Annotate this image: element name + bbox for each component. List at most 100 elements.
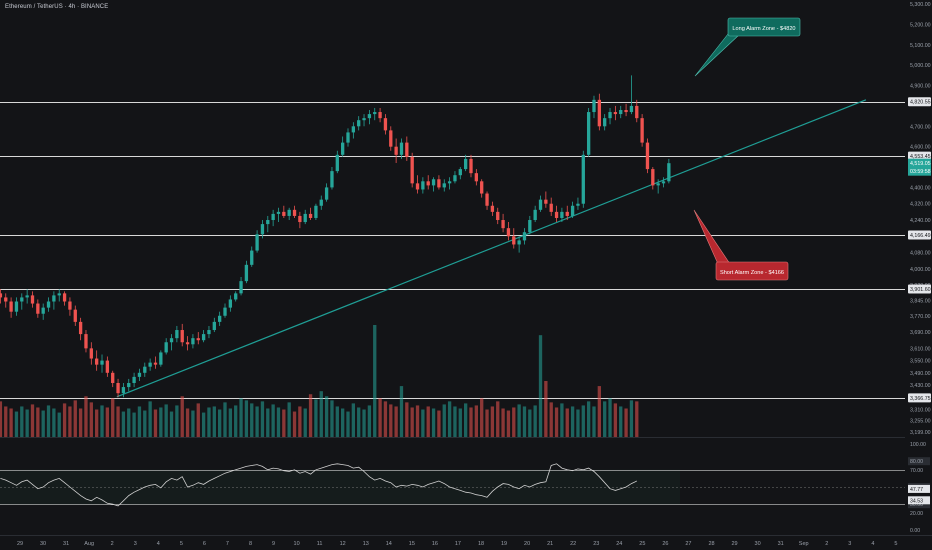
volume-bar	[480, 398, 484, 437]
candle	[314, 203, 318, 221]
candle	[175, 325, 179, 343]
candle-body	[148, 362, 152, 367]
candle-body	[640, 118, 644, 143]
time-tick-label: 31	[63, 541, 69, 547]
candle	[255, 230, 259, 253]
candle-body	[143, 366, 147, 373]
candle-body	[624, 110, 628, 113]
candle	[447, 177, 452, 190]
time-tick-label: 8	[249, 541, 252, 547]
volume-bar	[185, 408, 190, 437]
volume-bar	[501, 408, 505, 437]
volume-bar	[255, 406, 259, 437]
candle-body	[271, 213, 275, 221]
candle-body	[207, 330, 211, 335]
volume-bar	[30, 404, 35, 437]
candle-body	[111, 372, 115, 383]
rsi-tick-label: 34.53	[910, 498, 923, 504]
candle	[185, 336, 190, 351]
candle-body	[287, 209, 291, 216]
candle	[437, 175, 441, 190]
candle	[57, 289, 61, 302]
candle	[228, 295, 233, 312]
volume-bar	[485, 409, 489, 437]
candle-body	[9, 301, 13, 312]
level-price-tag-label: 3,901.60	[910, 287, 931, 293]
candle	[565, 205, 569, 221]
candle	[624, 103, 628, 117]
candle-body	[100, 360, 104, 365]
candle-body	[367, 114, 372, 119]
candle-body	[415, 183, 420, 190]
volume-bar	[191, 410, 195, 437]
price-tick-label: 3,610.00	[910, 346, 931, 352]
candle	[362, 114, 366, 127]
volume-bar	[234, 405, 238, 437]
time-tick-label: 31	[778, 541, 784, 547]
candle-body	[276, 211, 281, 214]
candle-body	[127, 382, 131, 388]
candle	[20, 293, 24, 310]
candle-body	[383, 118, 388, 131]
volume-bar	[196, 403, 200, 437]
candle	[303, 209, 307, 225]
volume-bar	[474, 405, 479, 437]
volume-bar	[619, 406, 623, 437]
volume-bar	[362, 409, 366, 437]
candle	[592, 95, 596, 119]
candle	[554, 205, 559, 223]
time-tick-label: 29	[17, 541, 23, 547]
volume-bar	[111, 398, 115, 437]
time-tick-label: 29	[731, 541, 737, 547]
candle-body	[234, 293, 238, 300]
volume-pane	[0, 325, 639, 437]
volume-bar	[78, 408, 83, 437]
candle-body	[335, 154, 339, 172]
candle	[661, 177, 666, 188]
candle-body	[480, 181, 484, 194]
time-tick-label: 4	[871, 541, 874, 547]
price-tick-label: 5,300.00	[910, 2, 931, 8]
candle-body	[570, 205, 575, 216]
candle	[292, 205, 297, 218]
candle	[137, 368, 142, 381]
candle	[298, 211, 302, 229]
candle	[608, 107, 612, 125]
time-tick-label: 23	[593, 541, 599, 547]
volume-bar	[127, 408, 131, 437]
candle	[169, 334, 174, 351]
volume-bar	[335, 406, 339, 437]
volume-bar	[218, 409, 222, 437]
candle-body	[84, 334, 88, 349]
candle	[667, 158, 671, 184]
volume-bar	[490, 406, 495, 437]
volume-bar	[357, 407, 361, 437]
volume-bar	[0, 401, 3, 437]
candle-body	[603, 118, 607, 127]
time-tick-label: 22	[570, 541, 576, 547]
volume-bar	[116, 406, 120, 437]
volume-bar	[549, 402, 553, 437]
candle	[46, 297, 51, 312]
volume-bar	[244, 400, 249, 437]
candle	[576, 197, 580, 210]
price-tick-label: 4,320.00	[910, 202, 931, 208]
candle	[586, 107, 591, 157]
volume-bar	[346, 411, 350, 437]
candle	[41, 303, 45, 320]
volume-bar	[378, 398, 382, 437]
volume-bar	[41, 410, 45, 437]
candle	[340, 136, 345, 157]
candle	[239, 277, 243, 296]
volume-bar	[292, 411, 297, 437]
candle-body	[629, 105, 634, 113]
price-tick-label: 4,080.00	[910, 251, 931, 257]
candle	[485, 191, 489, 210]
time-tick-label: 12	[340, 541, 346, 547]
volume-bar	[608, 398, 612, 437]
candle	[196, 332, 200, 345]
candle	[36, 299, 40, 318]
candle-body	[62, 293, 67, 302]
price-tick-label: 3,550.00	[910, 359, 931, 365]
